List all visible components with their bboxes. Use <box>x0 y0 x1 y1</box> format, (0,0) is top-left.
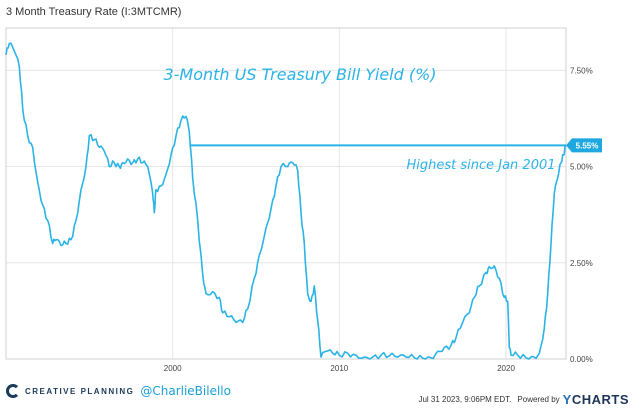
chart-header-title: 3 Month Treasury Rate (I:3MTCMR) <box>6 6 182 18</box>
annotation-label: Highest since Jan 2001 <box>406 158 555 173</box>
ycharts-logo: YCHARTS <box>563 392 629 407</box>
brand-name: CREATIVE PLANNING <box>25 386 135 396</box>
timestamp: Jul 31 2023, 9:06PM EDT. <box>418 395 512 404</box>
last-value-tag: 5.55% <box>566 138 602 153</box>
ycharts-logo-letter: Y <box>562 392 572 407</box>
powered-by-label: Powered by <box>517 395 560 404</box>
last-value-label: 5.55% <box>576 141 599 150</box>
last-value-tag-shape <box>566 138 602 153</box>
y-tick-label: 5.00% <box>570 163 593 172</box>
plot-area <box>5 27 567 360</box>
x-tick-label: 2000 <box>164 364 182 373</box>
y-tick-label: 0.00% <box>570 355 593 364</box>
footer-credits: Jul 31 2023, 9:06PM EDT. Powered by YCHA… <box>418 392 629 407</box>
x-tick-label: 2010 <box>330 364 348 373</box>
series-line <box>5 42 567 360</box>
tick-labels: 0.00% 2.50% 5.00% 7.50% 2000 2010 2020 <box>164 66 593 373</box>
author-handle: @CharlieBilello <box>140 384 231 398</box>
chart-title: 3-Month US Treasury Bill Yield (%) <box>163 65 436 84</box>
footer-branding: CREATIVE PLANNING @CharlieBilello <box>6 384 231 398</box>
ycharts-logo-text: CHARTS <box>571 392 629 407</box>
series-group <box>5 42 567 360</box>
x-tick-label: 2020 <box>497 364 515 373</box>
y-tick-label: 7.50% <box>570 66 593 75</box>
plot-border <box>5 27 567 360</box>
y-tick-label: 2.50% <box>570 259 593 268</box>
creative-planning-logo-icon <box>6 384 20 398</box>
